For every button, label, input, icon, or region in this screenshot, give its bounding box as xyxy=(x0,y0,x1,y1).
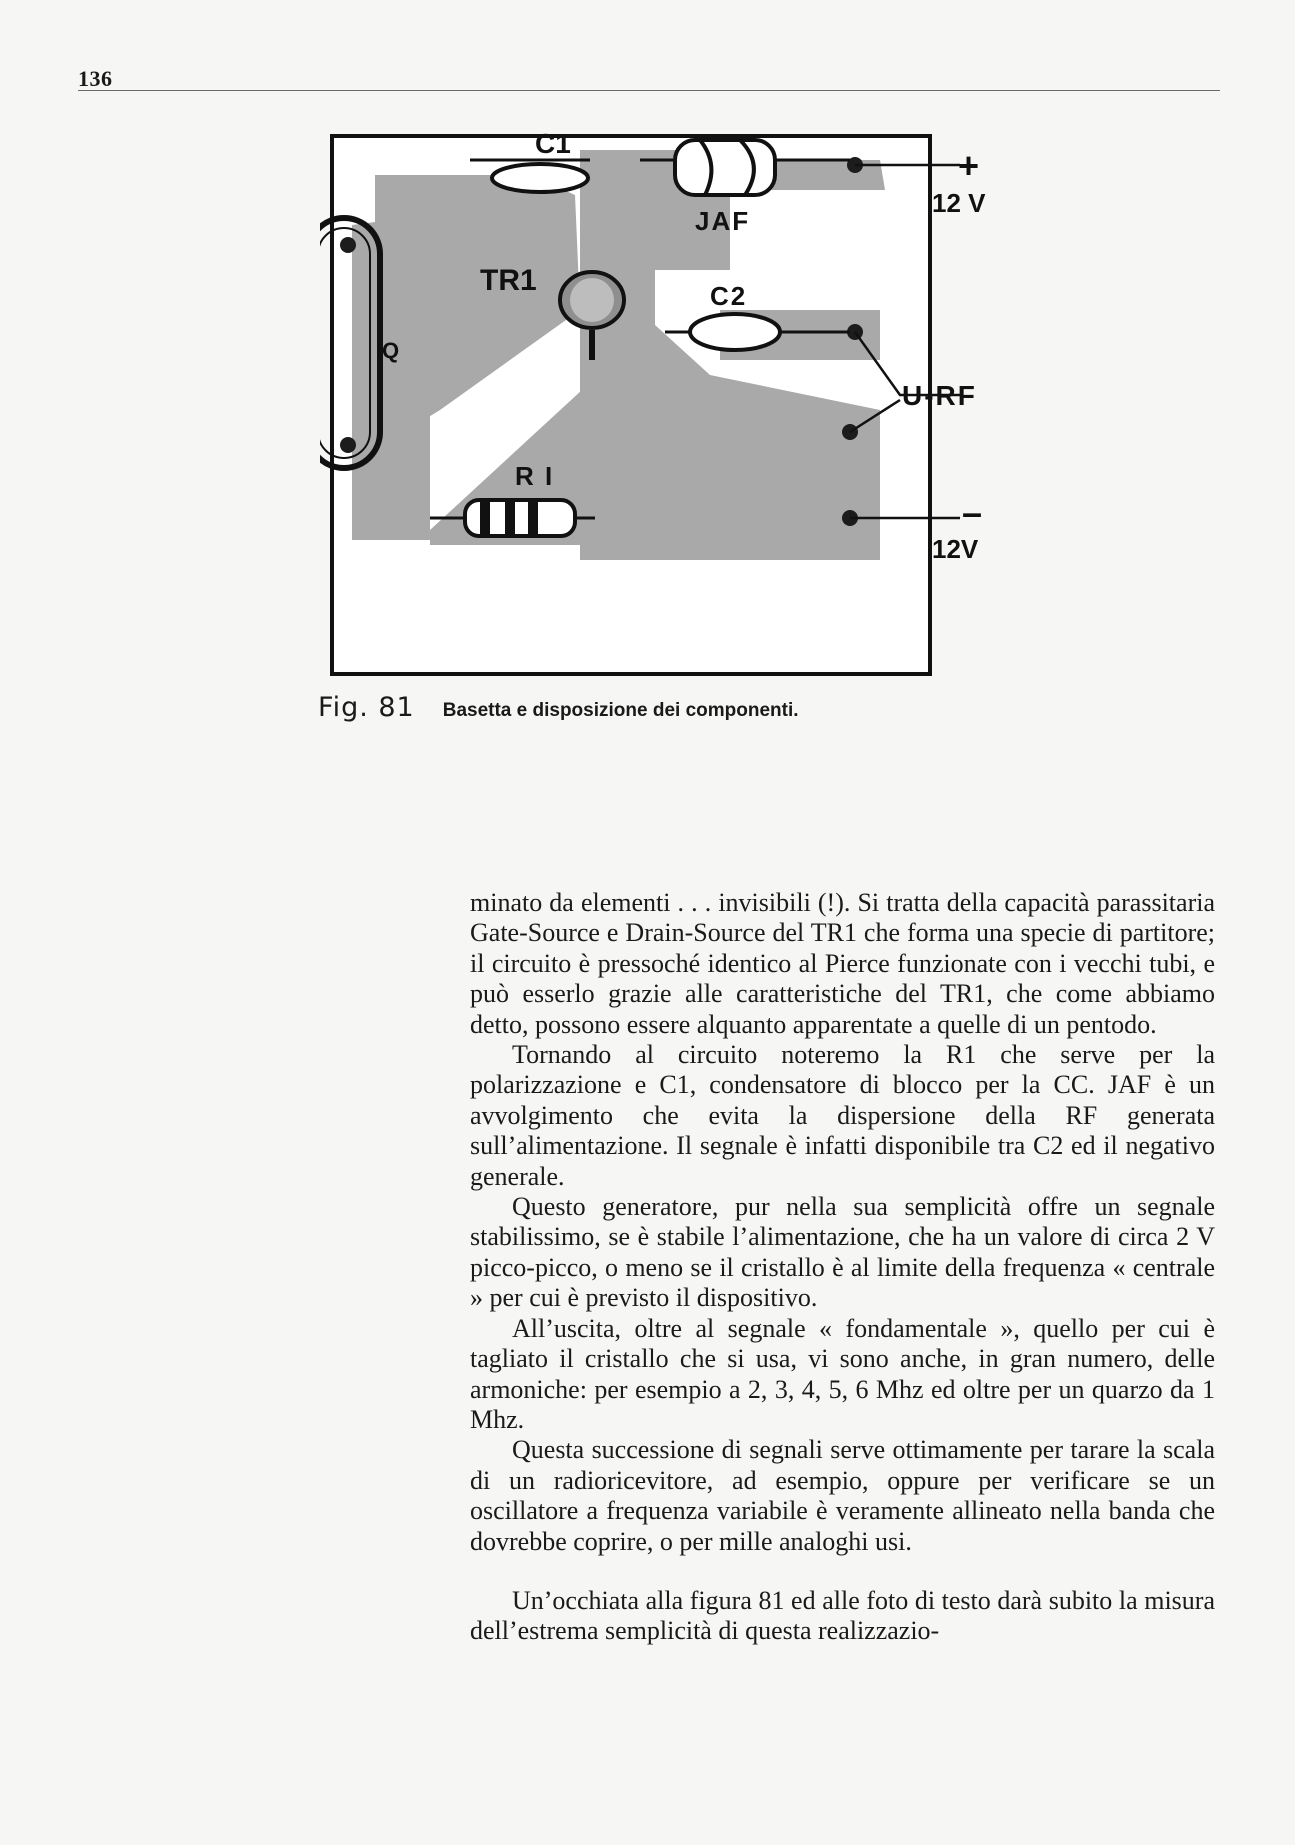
figure-caption: Fig. 81 Basetta e disposizione dei compo… xyxy=(318,692,799,732)
capacitor-c1 xyxy=(490,162,590,194)
paragraph: Questo generatore, pur nella sua semplic… xyxy=(470,1192,1215,1313)
label-output: U-RF xyxy=(902,380,977,411)
label-minus-voltage: 12V xyxy=(932,534,979,564)
capacitor-c2 xyxy=(665,312,850,352)
pcb-diagram: C1 JAF TR1 C2 Q R I + 12 V U-RF – 12V xyxy=(320,128,986,676)
quartz-crystal xyxy=(320,215,383,471)
figure-number: Fig. 81 xyxy=(318,692,415,723)
body-text: minato da elementi . . . invisibili (!).… xyxy=(470,888,1215,1647)
label-r1: R I xyxy=(515,461,554,491)
paragraph: All’uscita, oltre al segnale « fondament… xyxy=(470,1313,1215,1434)
page-number: 136 xyxy=(78,66,113,91)
paragraph: Un’occhiata alla figura 81 ed alle foto … xyxy=(470,1585,1215,1646)
header-rule xyxy=(78,90,1220,91)
paragraph: Questa successione di segnali serve otti… xyxy=(470,1435,1215,1556)
label-q: Q xyxy=(382,338,399,363)
label-plus-voltage: 12 V xyxy=(932,188,986,218)
transistor-tr1 xyxy=(558,270,626,360)
external-leads xyxy=(849,163,960,520)
paragraph: minato da elementi . . . invisibili (!).… xyxy=(470,888,1215,1039)
figure-description: Basetta e disposizione dei componenti. xyxy=(442,700,799,721)
label-minus: – xyxy=(962,492,982,533)
label-tr1: TR1 xyxy=(480,264,537,297)
paragraph: Tornando al circuito noteremo la R1 che … xyxy=(470,1040,1215,1191)
pcb-layout-figure: C1 JAF TR1 C2 Q R I + 12 V U-RF – 12V xyxy=(320,120,1180,680)
resistor-r1 xyxy=(430,498,595,538)
label-jaf: JAF xyxy=(695,206,750,236)
label-plus: + xyxy=(958,145,979,186)
label-c2: C2 xyxy=(710,281,747,311)
trace-r1-left xyxy=(430,355,625,545)
label-c1: C1 xyxy=(535,128,571,159)
choke-jaf xyxy=(640,138,850,197)
